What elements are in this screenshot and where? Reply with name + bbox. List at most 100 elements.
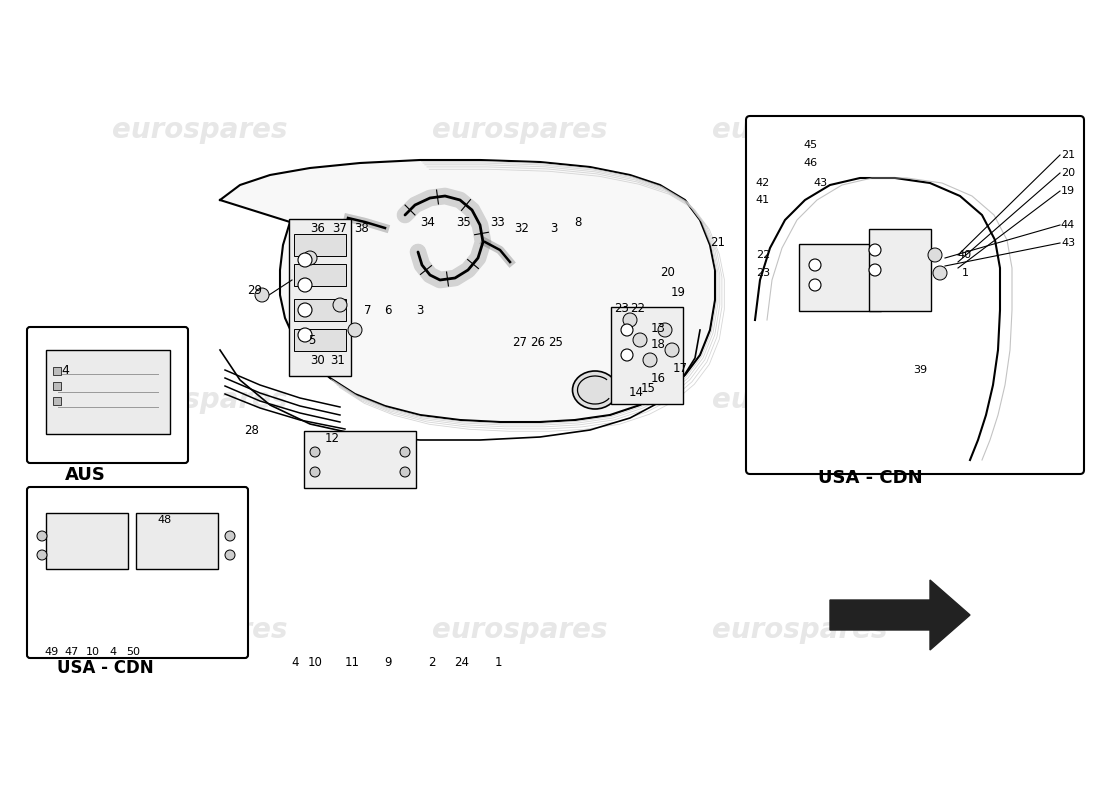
Circle shape — [310, 447, 320, 457]
Text: 20: 20 — [661, 266, 675, 278]
Text: 12: 12 — [324, 431, 340, 445]
Text: eurospares: eurospares — [112, 116, 288, 144]
Text: 9: 9 — [384, 655, 392, 669]
FancyBboxPatch shape — [304, 431, 416, 488]
Circle shape — [302, 251, 317, 265]
Text: 28: 28 — [244, 423, 260, 437]
Text: 1: 1 — [961, 268, 968, 278]
Text: 45: 45 — [803, 140, 817, 150]
Text: eurospares: eurospares — [432, 116, 607, 144]
Text: 4: 4 — [292, 655, 299, 669]
Circle shape — [808, 279, 821, 291]
Text: 39: 39 — [913, 365, 927, 375]
Text: eurospares: eurospares — [432, 386, 607, 414]
Text: 23: 23 — [756, 268, 770, 278]
Text: 43: 43 — [1060, 238, 1075, 248]
Circle shape — [298, 253, 312, 267]
Text: 46: 46 — [803, 158, 817, 168]
FancyBboxPatch shape — [610, 307, 683, 404]
Text: 3: 3 — [416, 303, 424, 317]
Text: 24: 24 — [454, 655, 470, 669]
FancyBboxPatch shape — [294, 234, 346, 256]
Text: 13: 13 — [650, 322, 666, 334]
Text: 35: 35 — [456, 215, 472, 229]
Text: 42: 42 — [756, 178, 770, 188]
Text: 5: 5 — [308, 334, 316, 346]
Text: 22: 22 — [756, 250, 770, 260]
Text: 14: 14 — [628, 386, 643, 399]
FancyBboxPatch shape — [799, 244, 881, 311]
Text: 10: 10 — [308, 655, 322, 669]
FancyBboxPatch shape — [46, 513, 128, 569]
Text: 2: 2 — [428, 655, 436, 669]
FancyBboxPatch shape — [294, 299, 346, 321]
Text: 19: 19 — [1060, 186, 1075, 196]
Text: USA - CDN: USA - CDN — [817, 469, 922, 487]
Text: 16: 16 — [650, 371, 666, 385]
Circle shape — [37, 531, 47, 541]
Text: 40: 40 — [958, 250, 972, 260]
FancyBboxPatch shape — [869, 229, 931, 311]
Text: 8: 8 — [574, 215, 582, 229]
Text: 3: 3 — [550, 222, 558, 234]
Circle shape — [400, 467, 410, 477]
Circle shape — [226, 550, 235, 560]
Text: 21: 21 — [711, 235, 726, 249]
Text: AUS: AUS — [65, 466, 106, 484]
Text: 34: 34 — [420, 215, 436, 229]
Circle shape — [658, 323, 672, 337]
Text: 49: 49 — [45, 647, 59, 657]
Circle shape — [808, 259, 821, 271]
FancyBboxPatch shape — [136, 513, 218, 569]
Text: eurospares: eurospares — [713, 386, 888, 414]
Text: 43: 43 — [813, 178, 827, 188]
Text: 50: 50 — [126, 647, 140, 657]
Circle shape — [632, 333, 647, 347]
Circle shape — [298, 278, 312, 292]
FancyBboxPatch shape — [53, 367, 60, 375]
Circle shape — [933, 266, 947, 280]
Circle shape — [298, 328, 312, 342]
Circle shape — [298, 303, 312, 317]
FancyBboxPatch shape — [294, 264, 346, 286]
Text: 10: 10 — [86, 647, 100, 657]
Text: 23: 23 — [615, 302, 629, 314]
Text: 47: 47 — [65, 647, 79, 657]
Circle shape — [621, 349, 632, 361]
Text: 1: 1 — [494, 655, 502, 669]
Circle shape — [255, 288, 270, 302]
Text: eurospares: eurospares — [112, 386, 288, 414]
Text: 48: 48 — [158, 515, 172, 525]
Text: 32: 32 — [515, 222, 529, 234]
FancyBboxPatch shape — [53, 397, 60, 405]
Text: 11: 11 — [344, 655, 360, 669]
Circle shape — [333, 298, 346, 312]
FancyBboxPatch shape — [53, 382, 60, 390]
Text: 37: 37 — [332, 222, 348, 234]
Circle shape — [621, 324, 632, 336]
Text: 6: 6 — [384, 303, 392, 317]
Text: 19: 19 — [671, 286, 685, 298]
Text: eurospares: eurospares — [112, 616, 288, 644]
Text: 15: 15 — [640, 382, 656, 394]
Text: 7: 7 — [364, 303, 372, 317]
Polygon shape — [220, 160, 715, 422]
FancyBboxPatch shape — [746, 116, 1084, 474]
Text: 25: 25 — [549, 335, 563, 349]
Text: eurospares: eurospares — [713, 616, 888, 644]
FancyBboxPatch shape — [294, 329, 346, 351]
Text: 4: 4 — [62, 363, 69, 377]
Text: 17: 17 — [672, 362, 688, 374]
Text: 41: 41 — [756, 195, 770, 205]
Text: 26: 26 — [530, 335, 546, 349]
Text: 22: 22 — [630, 302, 646, 314]
FancyBboxPatch shape — [28, 327, 188, 463]
Text: 38: 38 — [354, 222, 370, 234]
Circle shape — [226, 531, 235, 541]
Circle shape — [928, 248, 942, 262]
Circle shape — [37, 550, 47, 560]
FancyBboxPatch shape — [28, 487, 248, 658]
Circle shape — [623, 313, 637, 327]
Circle shape — [869, 244, 881, 256]
Circle shape — [310, 467, 320, 477]
